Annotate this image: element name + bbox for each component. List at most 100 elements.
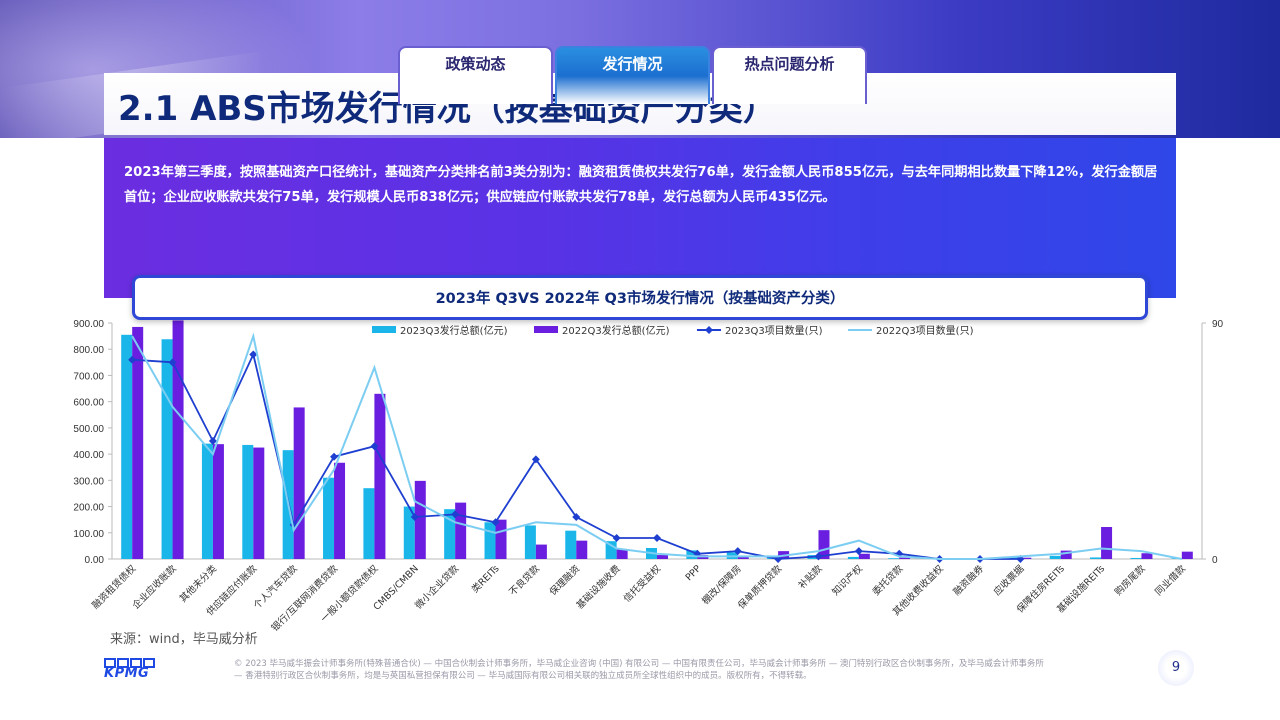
point-2023q3-count bbox=[854, 547, 863, 556]
point-2023q3-count bbox=[491, 518, 500, 527]
bar-2022q3 bbox=[616, 549, 628, 559]
chart-title-box: 2023年 Q3VS 2022年 Q3市场发行情况（按基础资产分类） bbox=[132, 275, 1148, 320]
legend-swatch-bar bbox=[534, 326, 558, 333]
x-tick-label: 企业应收账款 bbox=[130, 562, 179, 611]
y-left-tick-label: 300.00 bbox=[73, 476, 104, 487]
y-left-tick-label: 900.00 bbox=[73, 319, 104, 330]
bar-2022q3 bbox=[1181, 551, 1193, 559]
issuance-chart: 0.00 100.00 200.00 300.00 400.00 500.00 600.00… bbox=[73, 319, 1223, 634]
bar-2022q3 bbox=[132, 326, 144, 559]
x-tick-label: 基础设施收费 bbox=[574, 563, 623, 612]
x-tick-label: 保单质押贷款 bbox=[735, 562, 784, 611]
bar-2023q3 bbox=[242, 444, 254, 559]
tab-policy[interactable]: 政策动态 bbox=[398, 46, 553, 104]
bar-2023q3 bbox=[888, 558, 900, 559]
x-tick-label: 类REITs bbox=[469, 563, 502, 596]
x-tick-label: 棚改/保障房 bbox=[700, 563, 744, 607]
x-tick-label: 其他未分类 bbox=[177, 562, 219, 604]
point-2023q3-count bbox=[733, 547, 742, 556]
bar-2022q3 bbox=[495, 519, 507, 559]
bar-2023q3 bbox=[1130, 557, 1142, 559]
x-tick-label: 委托贷款 bbox=[870, 562, 906, 598]
bar-2023q3 bbox=[121, 334, 133, 559]
point-2023q3-count bbox=[168, 358, 177, 367]
x-tick-label: 补贴款 bbox=[796, 562, 825, 591]
x-tick-label: 同业借款 bbox=[1153, 562, 1189, 598]
bar-2023q3 bbox=[484, 522, 496, 559]
bar-2023q3 bbox=[444, 509, 456, 559]
line-2022q3-count bbox=[131, 332, 1182, 560]
bar-2022q3 bbox=[334, 462, 346, 559]
x-tick-label: 微小企业贷款 bbox=[412, 562, 461, 611]
page-number: 9 bbox=[1158, 650, 1194, 686]
section-tabs: 政策动态 发行情况 热点问题分析 bbox=[398, 46, 867, 104]
point-2023q3-count bbox=[531, 455, 540, 464]
bar-2022q3 bbox=[374, 393, 386, 559]
bar-2022q3 bbox=[414, 480, 426, 559]
bar-2023q3 bbox=[605, 541, 617, 559]
bar-2023q3 bbox=[565, 530, 577, 559]
bar-2022q3 bbox=[858, 553, 870, 559]
x-tick-label: 银行/互联网消费贷款 bbox=[269, 562, 341, 634]
y-left-tick-label: 500.00 bbox=[73, 424, 104, 435]
bar-2022q3 bbox=[657, 555, 668, 559]
point-2023q3-count bbox=[814, 552, 823, 561]
legend-swatch-marker bbox=[705, 326, 713, 334]
point-2023q3-count bbox=[612, 534, 621, 543]
summary-text: 2023年第三季度，按照基础资产口径统计，基础资产分类排名前3类分别为：融资租赁… bbox=[124, 165, 1158, 205]
bar-2023q3 bbox=[686, 550, 698, 559]
y-left-tick-label: 800.00 bbox=[73, 345, 104, 356]
x-tick-label: 信托受益权 bbox=[621, 562, 663, 604]
x-tick-label: 不良贷款 bbox=[507, 562, 543, 598]
logo-text: KPMG bbox=[104, 666, 150, 681]
point-2023q3-count bbox=[128, 355, 137, 364]
bar-2022q3 bbox=[737, 556, 749, 559]
bar-2023q3 bbox=[1049, 555, 1061, 559]
bar-2022q3 bbox=[455, 502, 467, 559]
line-2023q3-count bbox=[132, 351, 1021, 560]
bar-2022q3 bbox=[172, 320, 184, 559]
bar-2023q3 bbox=[524, 525, 536, 559]
x-tick-label: PPP bbox=[684, 563, 704, 583]
kpmg-logo: KPMG bbox=[104, 658, 164, 682]
bar-2022q3 bbox=[1020, 557, 1032, 559]
bar-2022q3 bbox=[818, 530, 830, 559]
bar-2022q3 bbox=[535, 544, 547, 559]
y-right-tick-label: 0 bbox=[1212, 555, 1218, 566]
bar-2023q3 bbox=[1090, 557, 1102, 559]
bar-2022q3 bbox=[1101, 527, 1113, 559]
bar-2022q3 bbox=[253, 447, 265, 559]
point-2023q3-count bbox=[451, 510, 460, 519]
bar-2022q3 bbox=[212, 444, 224, 559]
legend-label: 2022Q3项目数量(只) bbox=[876, 324, 974, 337]
legend-label: 2023Q3发行总额(亿元) bbox=[400, 324, 508, 337]
source-note: 来源：wind，毕马威分析 bbox=[110, 632, 258, 647]
point-2023q3-count bbox=[653, 534, 661, 543]
x-tick-label: 保理融资 bbox=[547, 562, 583, 598]
x-tick-label: 购房尾款 bbox=[1112, 562, 1148, 598]
bar-2023q3 bbox=[847, 556, 859, 559]
bar-2022q3 bbox=[1060, 550, 1072, 559]
bar-2022q3 bbox=[576, 540, 588, 559]
bar-2023q3 bbox=[403, 506, 415, 559]
point-2023q3-count bbox=[572, 513, 581, 522]
point-2023q3-count bbox=[208, 437, 217, 445]
bar-2023q3 bbox=[161, 339, 173, 559]
x-tick-label: 应收票据 bbox=[991, 562, 1027, 598]
bar-2023q3 bbox=[201, 443, 213, 559]
bar-2022q3 bbox=[1141, 553, 1153, 559]
tab-issuance[interactable]: 发行情况 bbox=[555, 46, 710, 104]
y-left-tick-label: 400.00 bbox=[73, 450, 104, 461]
point-2023q3-count bbox=[330, 452, 339, 461]
tab-hot-topics[interactable]: 热点问题分析 bbox=[712, 46, 867, 104]
legend-label: 2022Q3发行总额(亿元) bbox=[562, 324, 670, 337]
y-left-tick-label: 700.00 bbox=[73, 371, 104, 382]
y-left-tick-label: 0.00 bbox=[85, 555, 105, 566]
bar-2022q3 bbox=[899, 557, 911, 559]
point-2023q3-count bbox=[370, 442, 379, 451]
x-tick-label: 融资融券 bbox=[951, 562, 987, 598]
summary-box: 2023年第三季度，按照基础资产口径统计，基础资产分类排名前3类分别为：融资租赁… bbox=[104, 138, 1176, 298]
legend-swatch-bar bbox=[372, 326, 396, 333]
x-tick-label: 知识产权 bbox=[830, 562, 866, 598]
bar-2023q3 bbox=[323, 477, 335, 559]
